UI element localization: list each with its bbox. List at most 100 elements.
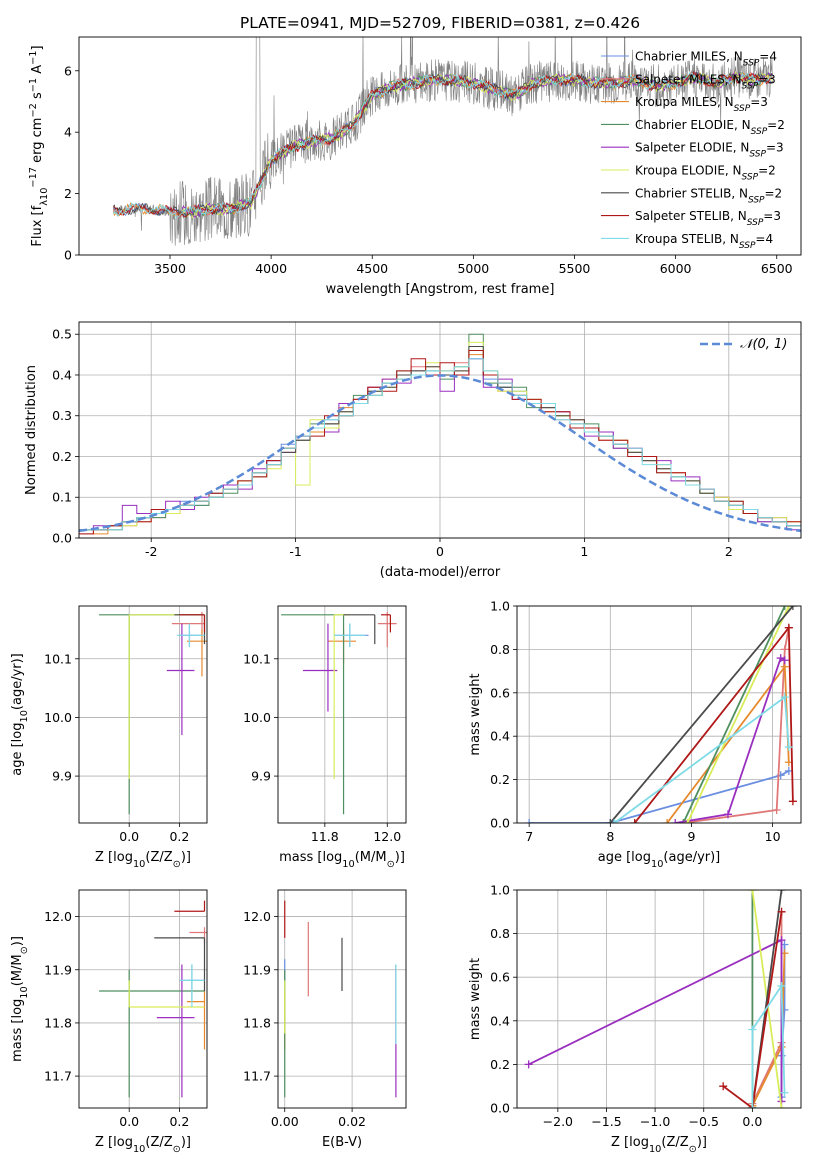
weight-series-line [529,770,790,823]
legend-entry: Kroupa ELODIE, NSSP=2 [635,164,776,183]
weight-point-marker [679,819,688,823]
errorbar-point [186,991,206,1050]
y-tick-label: 10.1 [44,651,72,666]
x-tick-label: -1 [289,544,301,559]
weight-point-marker [525,819,534,823]
x-tick-label: 0.0 [119,829,139,844]
y-tick-label: 4 [64,125,72,140]
x-tick-label: 11.8 [311,829,339,844]
errorbar-point [281,614,345,815]
panel-age-vs-metallicity: 0.0 0.2 9.9 10.0 10.1 Z [log10(Z/Z⊙)] age [log… [10,605,208,870]
weight-point-marker [780,606,789,610]
y-tick-label: 12.0 [44,909,72,924]
weight-point-marker [630,819,639,823]
legend-entry: Chabrier MILES, NSSP=4 [635,50,777,69]
weight-series-line [682,606,786,823]
weight-point-marker [524,1060,533,1069]
errorbar-point [334,623,366,648]
x-axis-label: (data-model)/error [380,565,501,580]
histogram-step [79,358,801,538]
legend: Chabrier MILES, NSSP=4 Salpeter MILES, NS… [601,50,785,251]
y-tick-label: 11.8 [44,1015,72,1030]
x-tick-label: 8 [606,829,614,844]
plot-area [99,900,207,1098]
y-tick-label: 0.4 [490,1013,510,1028]
errorbar-point [381,614,391,633]
y-tick-label: 0.4 [490,729,510,744]
x-tick-label: 6500 [761,261,793,276]
y-tick-label: 0.2 [490,1057,510,1072]
x-tick-label: 12.0 [373,829,401,844]
weight-series-line [686,606,790,823]
plot-area [79,333,801,538]
panel-mass-weight-vs-metallicity: −2.0 −1.5 −1.0 −0.5 0.0 0.0 0.2 0.4 0.6 0.8 1.0 Z [… [468,883,802,1155]
weight-point-marker [777,936,786,945]
axes-frame [516,889,802,1109]
weight-series-line [683,627,790,823]
errorbar-point [179,614,206,633]
y-tick-label: 11.7 [44,1069,72,1084]
legend-entry: Kroupa STELIB, NSSP=4 [635,232,773,251]
weight-point-marker [788,797,797,806]
x-tick-label: 0.0 [119,1114,139,1129]
y-tick-label: 11.7 [243,1069,271,1084]
normal-reference-curve [79,374,801,533]
y-tick-label: 9.9 [52,769,72,784]
weight-point-marker [748,1025,757,1034]
weight-point-marker [777,890,786,894]
x-tick-label: 5500 [559,261,591,276]
errorbar-point [302,623,338,712]
y-axis-label: Normed distribution [24,365,39,495]
y-tick-label: 6 [64,63,72,78]
y-tick-label: 10.1 [243,651,271,666]
plot-area [99,611,207,815]
legend-entry: Chabrier ELODIE, NSSP=2 [635,118,785,137]
errorbar-point [176,623,205,648]
errorbar-point [99,969,205,1098]
legend-entry: Salpeter MILES, NSSP=3 [635,72,776,91]
axes-frame [78,36,802,256]
x-tick-label: 0.00 [271,1114,299,1129]
weight-point-marker [777,907,786,916]
x-tick-label: 0.02 [338,1114,366,1129]
x-axis-label: Z [log10(Z/Z⊙)] [95,850,191,870]
plot-area [113,37,774,246]
panel-residual-histogram: -2 -1 0 1 2 0.0 0.1 0.2 0.3 0.4 0.5 (data-model)/er… [24,321,802,580]
errorbar-point [156,964,195,1098]
y-tick-label: 0.2 [490,772,510,787]
weight-point-marker [776,654,785,663]
weight-point-marker [663,819,672,823]
figure-title: PLATE=0941, MJD=52709, FIBERID=0381, z=0… [240,14,640,32]
legend-entry: 𝒩(0, 1) [740,337,787,352]
weight-point-marker [777,1104,786,1108]
x-tick-label: 1 [580,544,588,559]
legend-entry: Kroupa MILES, NSSP=3 [635,95,768,114]
y-tick-label: 9.9 [251,769,271,784]
x-tick-label: −1.5 [591,1114,621,1129]
weight-point-marker [777,981,786,990]
x-tick-label: 0.2 [169,1114,189,1129]
y-axis-label: Flux [fλ10−17 erg cm−2 s−1 A−1] [28,45,50,246]
x-axis-label: Z [log10(Z/Z⊙)] [95,1135,191,1155]
weight-point-marker [784,623,793,632]
x-tick-label: −2.0 [543,1114,573,1129]
weight-point-marker [606,819,615,823]
axes-frame [78,321,802,539]
y-tick-label: 0.0 [52,531,72,546]
x-tick-label: 0 [436,544,444,559]
x-axis-label: age [log10(age/yr)] [598,850,721,870]
panel-mass-weight-vs-age: 7 8 9 10 0.0 0.2 0.4 0.6 0.8 1.0 age [log10(age/yr… [468,599,802,870]
y-tick-label: 0.2 [52,449,72,464]
y-axis-label: mass weight [468,958,483,1040]
errorbar-point [333,614,350,780]
weight-point-marker [748,890,757,894]
x-tick-label: 5000 [457,261,489,276]
x-tick-label: 6000 [660,261,692,276]
axes-frame [78,605,208,824]
weight-series-line [722,911,783,1108]
panel-spectrum: 3500 4000 4500 5000 5500 6000 6500 0 2 4 6 waveleng… [28,36,802,297]
x-tick-label: −1.0 [640,1114,670,1129]
errorbar-point [186,629,207,677]
errorbar-point [343,614,376,645]
y-tick-label: 0.1 [52,490,72,505]
